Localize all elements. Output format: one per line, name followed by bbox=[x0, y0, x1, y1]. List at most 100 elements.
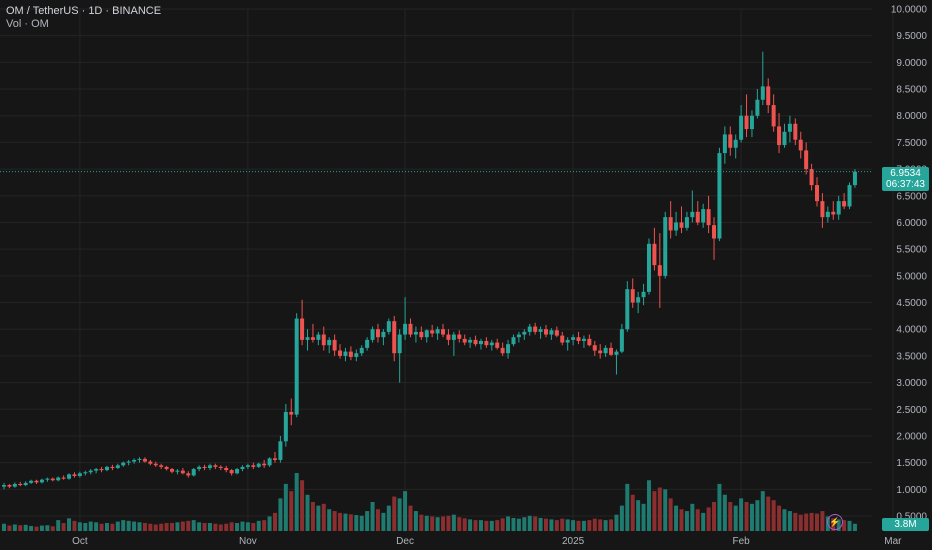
volume-bar bbox=[262, 520, 267, 531]
volume-bar bbox=[316, 505, 321, 531]
candle bbox=[674, 211, 679, 236]
candle bbox=[424, 329, 429, 343]
candle bbox=[663, 211, 668, 279]
volume-bar bbox=[815, 513, 819, 531]
volume-bar bbox=[739, 498, 744, 531]
candle bbox=[72, 472, 77, 478]
candle bbox=[202, 464, 207, 471]
candle bbox=[327, 337, 332, 354]
candle bbox=[316, 331, 321, 346]
volume-bar bbox=[283, 483, 288, 531]
candle bbox=[408, 318, 413, 338]
candle bbox=[370, 326, 375, 343]
volume-bar bbox=[533, 516, 538, 531]
candle bbox=[760, 51, 765, 106]
candle bbox=[560, 331, 565, 346]
candle bbox=[842, 193, 847, 210]
candle bbox=[473, 335, 478, 347]
volume-bar bbox=[744, 502, 749, 531]
candle bbox=[847, 182, 852, 210]
volume-bar bbox=[310, 502, 315, 531]
volume-bar bbox=[684, 511, 689, 531]
volume-bar bbox=[646, 480, 651, 531]
candle bbox=[56, 476, 61, 482]
candle bbox=[695, 201, 700, 226]
volume-bar bbox=[132, 521, 137, 531]
candle bbox=[484, 337, 489, 348]
time-tick-label: Nov bbox=[239, 536, 257, 547]
price-tick-label: 10.0000 bbox=[891, 5, 928, 16]
candle bbox=[213, 463, 218, 470]
volume-bar bbox=[413, 511, 418, 531]
volume-bar bbox=[7, 525, 12, 531]
candle bbox=[565, 337, 570, 351]
candle bbox=[39, 478, 44, 484]
candle bbox=[235, 467, 240, 475]
candle bbox=[630, 278, 635, 308]
candle bbox=[256, 462, 261, 468]
candle bbox=[7, 483, 12, 489]
volume-indicator-label[interactable]: Vol · OM bbox=[6, 18, 49, 30]
volume-bar bbox=[549, 519, 554, 531]
volume-bar bbox=[332, 511, 337, 531]
volume-bar bbox=[668, 498, 673, 531]
time-axis[interactable]: Oct Nov Dec 2025 Feb Mar bbox=[72, 536, 902, 547]
price-tick-label: 3.0000 bbox=[896, 378, 927, 389]
volume-bar bbox=[506, 516, 511, 531]
time-tick-label: Mar bbox=[884, 536, 902, 547]
candle bbox=[175, 469, 180, 475]
volume-bar bbox=[186, 520, 191, 531]
price-axis[interactable]: 10.00009.50009.00008.50008.00007.50007.0… bbox=[891, 5, 928, 523]
candles bbox=[2, 51, 857, 490]
volume-bar bbox=[343, 513, 348, 531]
volume-bar bbox=[706, 507, 711, 531]
candle bbox=[289, 398, 294, 426]
candle bbox=[787, 115, 792, 143]
candle bbox=[164, 465, 169, 471]
volume-bar bbox=[462, 518, 467, 531]
candle bbox=[354, 349, 359, 362]
volume-bar bbox=[722, 494, 727, 531]
volume-bar bbox=[625, 483, 630, 531]
candle bbox=[294, 313, 299, 418]
volume-bar bbox=[126, 520, 131, 531]
volume-value-badge: 3.8M bbox=[882, 518, 929, 531]
volume-bar bbox=[441, 516, 446, 531]
candle bbox=[771, 94, 776, 132]
candle bbox=[50, 477, 55, 482]
time-tick-label: Dec bbox=[396, 536, 414, 547]
candle bbox=[121, 461, 126, 467]
candle bbox=[441, 323, 446, 338]
volume-bar bbox=[50, 526, 55, 531]
volume-bar bbox=[170, 523, 175, 531]
volume-bar bbox=[468, 519, 473, 531]
volume-bar bbox=[571, 520, 576, 531]
candle bbox=[77, 471, 82, 478]
lightning-icon[interactable]: ⚡ bbox=[827, 514, 843, 530]
candle bbox=[170, 467, 175, 474]
volume-bar bbox=[728, 502, 733, 531]
volume-bar bbox=[115, 521, 120, 531]
volume-bar bbox=[419, 514, 424, 531]
candle bbox=[115, 463, 120, 470]
candle bbox=[403, 297, 408, 340]
price-tick-label: 6.0000 bbox=[896, 218, 927, 229]
candle bbox=[2, 482, 6, 490]
candle bbox=[12, 482, 17, 488]
symbol-title[interactable]: OM / TetherUS · 1D · BINANCE bbox=[6, 5, 162, 17]
candle bbox=[240, 465, 245, 472]
volume-bar bbox=[787, 511, 792, 531]
candle bbox=[224, 465, 229, 473]
volume-bar bbox=[695, 509, 700, 531]
volume-bar bbox=[798, 514, 803, 531]
candle bbox=[489, 339, 494, 351]
volume-bar bbox=[527, 515, 532, 531]
candle bbox=[305, 329, 310, 351]
candle bbox=[755, 89, 760, 119]
candle bbox=[245, 463, 250, 470]
price-tick-label: 5.5000 bbox=[896, 245, 927, 256]
candle bbox=[104, 465, 109, 472]
candle bbox=[793, 118, 798, 146]
candle bbox=[110, 464, 115, 471]
